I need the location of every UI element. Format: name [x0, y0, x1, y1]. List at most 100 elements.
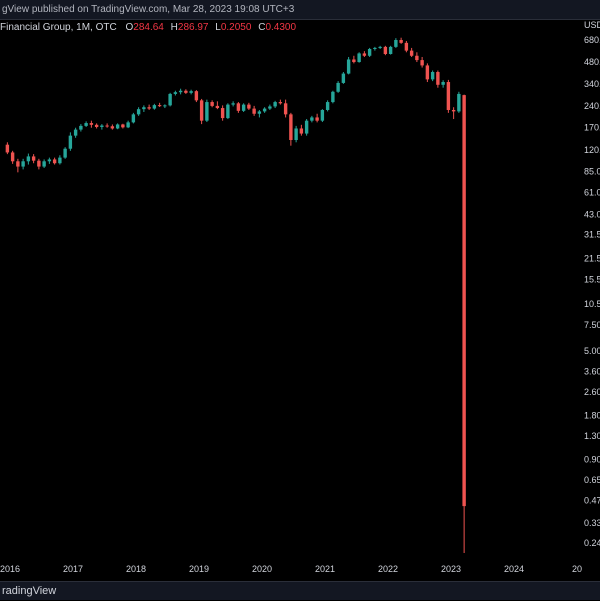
price-tick-label: 43.00: [584, 210, 600, 220]
candle-body: [299, 128, 304, 134]
time-tick-label: 2023: [441, 564, 461, 574]
candle-body: [436, 72, 440, 85]
candle-body: [215, 105, 220, 109]
time-tick-label: 2016: [0, 564, 20, 574]
time-tick-label: 20: [572, 564, 582, 574]
high-label: H: [170, 22, 178, 33]
candle-body: [273, 102, 277, 107]
high-value: 286.97: [177, 22, 209, 33]
price-tick-label: 0.24: [584, 538, 600, 548]
candle-body: [58, 157, 62, 164]
candle-body: [457, 93, 461, 112]
candle-body: [294, 128, 298, 141]
candle-body: [325, 102, 330, 110]
candle-body: [52, 159, 57, 164]
low-value: 0.2050: [220, 22, 252, 33]
candle-body: [252, 108, 256, 114]
candle-body: [378, 46, 382, 48]
candle-body: [189, 91, 193, 93]
price-tick-label: 0.65: [584, 475, 600, 485]
candle-body: [415, 55, 419, 61]
candle-body: [68, 135, 73, 149]
time-tick-label: 2017: [63, 564, 83, 574]
candle-body: [231, 103, 235, 105]
candle-body: [362, 53, 367, 56]
price-axis-unit: USD: [584, 20, 600, 30]
price-tick-label: 7.50: [584, 320, 600, 330]
candle-body: [320, 109, 325, 121]
candle-body: [352, 59, 356, 63]
candle-body: [262, 108, 267, 112]
candle-body: [21, 161, 25, 167]
candle-body: [420, 60, 424, 66]
close-value: 0.4300: [265, 22, 297, 33]
price-tick-label: 85.00: [584, 167, 600, 177]
candle-body: [173, 92, 178, 94]
candle-body: [136, 109, 141, 115]
price-tick-label: 31.50: [584, 229, 600, 239]
price-axis[interactable]: USD 680.00 480.00 340.00 240.00 170.00 120.00…: [584, 20, 600, 548]
candle-body: [441, 82, 445, 85]
time-tick-label: 2021: [315, 564, 335, 574]
candle-body: [199, 100, 204, 121]
candle-body: [315, 117, 319, 121]
price-tick-label: 240.00: [584, 101, 600, 111]
candle-body: [304, 120, 309, 134]
candle-body: [105, 125, 109, 127]
candlestick-chart[interactable]: USD 680.00 480.00 340.00 240.00 170.00 120.00…: [0, 0, 600, 581]
candle-body: [115, 124, 120, 129]
chart-legend: Financial Group, 1M, OTC O284.64 H286.97…: [0, 22, 300, 33]
candle-body: [310, 117, 314, 121]
candle-body: [110, 126, 115, 129]
time-tick-label: 2019: [189, 564, 209, 574]
candle-body: [289, 114, 293, 141]
candle-body: [194, 91, 199, 101]
candle-body: [205, 102, 209, 121]
close-label: C: [258, 22, 266, 33]
price-tick-label: 480.00: [584, 57, 600, 67]
candle-body: [131, 114, 136, 123]
symbol-text: Financial Group, 1M, OTC: [0, 22, 117, 33]
candle-body: [126, 122, 130, 128]
price-tick-label: 1.80: [584, 411, 600, 421]
time-tick-label: 2020: [252, 564, 272, 574]
candle-body: [152, 105, 157, 109]
candle-body: [399, 40, 403, 43]
tradingview-logo-text: radingView: [2, 585, 57, 597]
candle-body: [462, 95, 466, 507]
candle-body: [451, 109, 456, 112]
candle-body: [178, 90, 183, 93]
time-axis[interactable]: 2016 2017 2018 2019 2020 2021 2022 2023 2024 20: [0, 564, 582, 574]
price-tick-label: 15.50: [584, 274, 600, 284]
candle-body: [430, 72, 435, 80]
candle-body: [147, 107, 151, 109]
open-value: 284.64: [133, 22, 164, 33]
time-tick-label: 2024: [504, 564, 524, 574]
price-tick-label: 1.30: [584, 431, 600, 441]
price-tick-label: 0.47: [584, 495, 600, 505]
published-text: gView published on TradingView.com, Mar …: [2, 4, 295, 15]
candle-body: [283, 103, 288, 115]
candle-body: [241, 104, 246, 111]
candle-body: [268, 106, 272, 109]
candle-body: [226, 104, 230, 119]
candle-body: [163, 105, 167, 107]
candle-body: [236, 103, 241, 111]
price-tick-label: 170.00: [584, 123, 600, 133]
low-label: L: [215, 22, 221, 33]
candle-body: [73, 129, 78, 136]
candle-body: [100, 125, 104, 127]
candle-body: [31, 156, 36, 161]
candle-body: [367, 48, 372, 56]
candle-body: [388, 46, 393, 55]
candle-body: [10, 152, 15, 162]
candle-body: [16, 161, 20, 167]
candle-body: [346, 59, 351, 74]
price-tick-label: 61.00: [584, 188, 600, 198]
price-tick-label: 21.50: [584, 254, 600, 264]
candle-body: [257, 111, 262, 114]
price-tick-label: 0.33: [584, 518, 600, 528]
candle-body: [331, 91, 335, 103]
candle-body: [168, 93, 172, 106]
candle-body: [63, 148, 67, 158]
